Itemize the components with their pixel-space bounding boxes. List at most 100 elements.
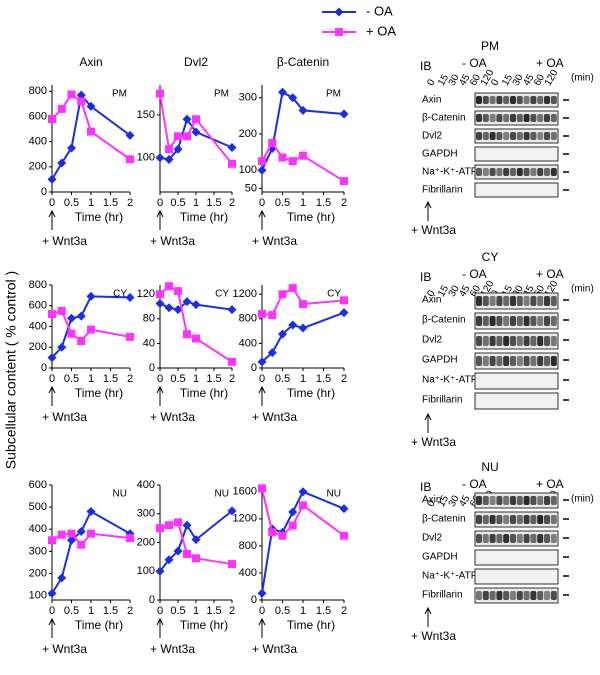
time-label: 0: [425, 288, 438, 299]
blot-band: [544, 515, 550, 524]
x-tick-label: 1: [193, 197, 199, 209]
time-label: 15: [436, 283, 451, 299]
x-tick-label: 1.5: [103, 605, 118, 617]
y-tick-label: 0: [149, 362, 155, 374]
annotation: + Wnt3a: [42, 642, 87, 656]
x-tick-label: 1.5: [206, 605, 221, 617]
square-marker: [268, 528, 277, 537]
blot-band: [489, 591, 496, 600]
y-tick-label: 1200: [233, 513, 257, 525]
square-marker: [340, 177, 348, 186]
square-marker: [228, 357, 236, 366]
y-tick-label: 40: [143, 337, 155, 349]
blot-band: [523, 168, 530, 176]
x-tick-label: 0: [49, 605, 55, 617]
square-marker: [57, 306, 66, 315]
y-tick-label: 800: [29, 279, 47, 291]
y-tick-label: 400: [29, 523, 47, 535]
square-marker: [192, 115, 200, 124]
diamond-marker: [257, 588, 267, 598]
x-axis-title: Time (hr): [180, 618, 228, 632]
square-marker: [165, 282, 173, 291]
blot-frame: [474, 587, 559, 604]
blot-band: [482, 591, 489, 600]
y-tick-label: 0: [41, 186, 47, 198]
arrow: [258, 385, 266, 406]
y-tick-label: 400: [29, 320, 47, 332]
x-tick-label: 0: [49, 197, 55, 209]
y-tick-label: 800: [29, 85, 47, 97]
y-tick-label: 600: [29, 110, 47, 122]
blot-band: [537, 168, 544, 176]
diamond-marker: [76, 311, 86, 321]
x-tick-label: 0.5: [170, 605, 185, 617]
blot-row-label: Dvl2: [422, 533, 442, 544]
blot-band: [503, 96, 510, 104]
diamond-marker: [57, 158, 67, 168]
diamond-marker: [298, 105, 308, 115]
arrow: [156, 385, 164, 406]
blot-frame: [474, 511, 559, 528]
time-label: 120: [543, 67, 561, 87]
x-tick-label: 2: [229, 197, 235, 209]
annotation: + Wnt3a: [150, 234, 195, 248]
blot-band: [537, 132, 544, 140]
blot-band: [523, 316, 530, 326]
y-tick-label: 100: [137, 565, 155, 577]
x-tick-label: 0: [157, 373, 163, 385]
y-tick-label: 400: [137, 479, 155, 491]
blot-frame: [474, 372, 559, 390]
x-tick-label: 0: [259, 197, 265, 209]
square-marker: [77, 97, 86, 106]
x-tick-label: 1.5: [103, 373, 118, 385]
diamond-marker: [191, 535, 201, 545]
blot-row-label: GAPDH: [422, 149, 458, 160]
blot-frame: [474, 530, 559, 547]
diamond-marker: [86, 507, 96, 517]
x-tick-label: 2: [229, 605, 235, 617]
square-marker: [335, 28, 343, 36]
blot-band: [489, 132, 496, 140]
blot-band: [482, 496, 489, 505]
blot-band: [482, 296, 489, 306]
x-axis-title: Time (hr): [75, 210, 123, 224]
chart-title: Dvl2: [184, 55, 208, 69]
legend-label: - OA: [366, 3, 393, 18]
blot-band: [503, 114, 510, 122]
x-tick-label: 0: [259, 373, 265, 385]
blot-ib: IB: [420, 480, 431, 494]
blot-band: [523, 496, 530, 505]
square-marker: [87, 529, 95, 538]
square-marker: [126, 332, 134, 341]
blot-band: [482, 132, 489, 140]
square-marker: [156, 290, 164, 299]
annotation: + Wnt3a: [252, 410, 297, 424]
blot-band: [523, 132, 530, 140]
blot-ib: IB: [420, 270, 431, 284]
condition-label: + OA: [536, 56, 564, 70]
time-label: 45: [457, 493, 472, 509]
x-tick-label: 1: [193, 605, 199, 617]
chart-title: Axin: [79, 55, 102, 69]
diamond-marker: [164, 154, 174, 164]
arrow: [258, 617, 266, 638]
blot-band: [489, 515, 496, 524]
blot-row-label: Na⁺-K⁺-ATPase: [422, 167, 494, 178]
blot-band: [523, 96, 530, 104]
time-label: 30: [447, 72, 462, 88]
square-marker: [340, 296, 348, 305]
square-marker: [48, 310, 56, 319]
square-marker: [77, 540, 86, 549]
blot-band: [523, 515, 530, 524]
diamond-marker: [288, 507, 298, 517]
series-line: [261, 90, 345, 171]
square-marker: [87, 127, 95, 136]
blot-band: [516, 591, 523, 600]
diamond-marker: [339, 308, 349, 318]
blot-band: [489, 296, 496, 306]
blot-frame: [474, 392, 559, 410]
x-tick-label: 2: [229, 373, 235, 385]
blot-band: [516, 515, 523, 524]
y-tick-label: 1200: [233, 288, 257, 300]
x-tick-label: 1.5: [316, 605, 331, 617]
